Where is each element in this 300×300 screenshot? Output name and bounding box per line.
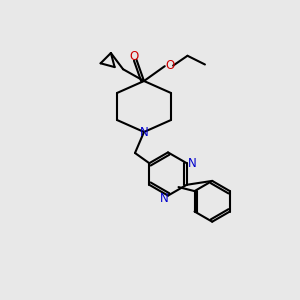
Text: N: N bbox=[188, 157, 197, 170]
Text: O: O bbox=[129, 50, 138, 63]
Text: O: O bbox=[166, 59, 175, 72]
Text: N: N bbox=[140, 125, 148, 139]
Text: N: N bbox=[160, 192, 169, 205]
